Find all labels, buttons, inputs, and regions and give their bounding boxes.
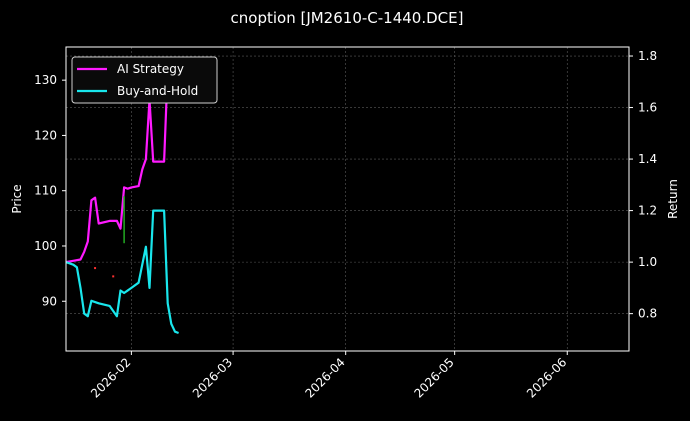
right-tick-label-0: 0.8 (638, 307, 657, 321)
legend: AI Strategy Buy-and-Hold (71, 56, 218, 104)
left-tick-label-1: 100 (34, 239, 57, 253)
left-tick-label-4: 130 (34, 73, 57, 87)
right-tick-label-3: 1.4 (638, 152, 657, 166)
right-tick-label-1: 1.0 (638, 255, 657, 269)
chart-title: cnoption [JM2610-C-1440.DCE] (231, 9, 464, 27)
right-axis: 0.8 1.0 1.2 1.4 1.6 1.8 (629, 49, 657, 321)
y-axis-label-right: Return (666, 179, 680, 219)
left-tick-label-0: 90 (42, 294, 57, 308)
legend-box (71, 56, 218, 104)
y-axis-label-left: Price (10, 184, 24, 213)
series-layer (65, 60, 179, 335)
legend-label-buy-and-hold: Buy-and-Hold (117, 84, 198, 98)
right-tick-label-2: 1.2 (638, 204, 657, 218)
left-axis: 90 100 110 120 130 (34, 73, 66, 308)
series-line-buy-and-hold (65, 209, 179, 335)
series-line-ai-strategy (65, 60, 173, 264)
plot-frame (65, 46, 630, 352)
right-tick-label-5: 1.8 (638, 49, 657, 63)
marker-layer (94, 196, 125, 278)
small-marker-1 (112, 275, 115, 278)
small-marker-0 (94, 267, 97, 270)
legend-label-ai-strategy: AI Strategy (117, 62, 184, 76)
left-tick-label-2: 110 (34, 184, 57, 198)
left-tick-label-3: 120 (34, 128, 57, 142)
right-tick-label-4: 1.6 (638, 101, 657, 115)
